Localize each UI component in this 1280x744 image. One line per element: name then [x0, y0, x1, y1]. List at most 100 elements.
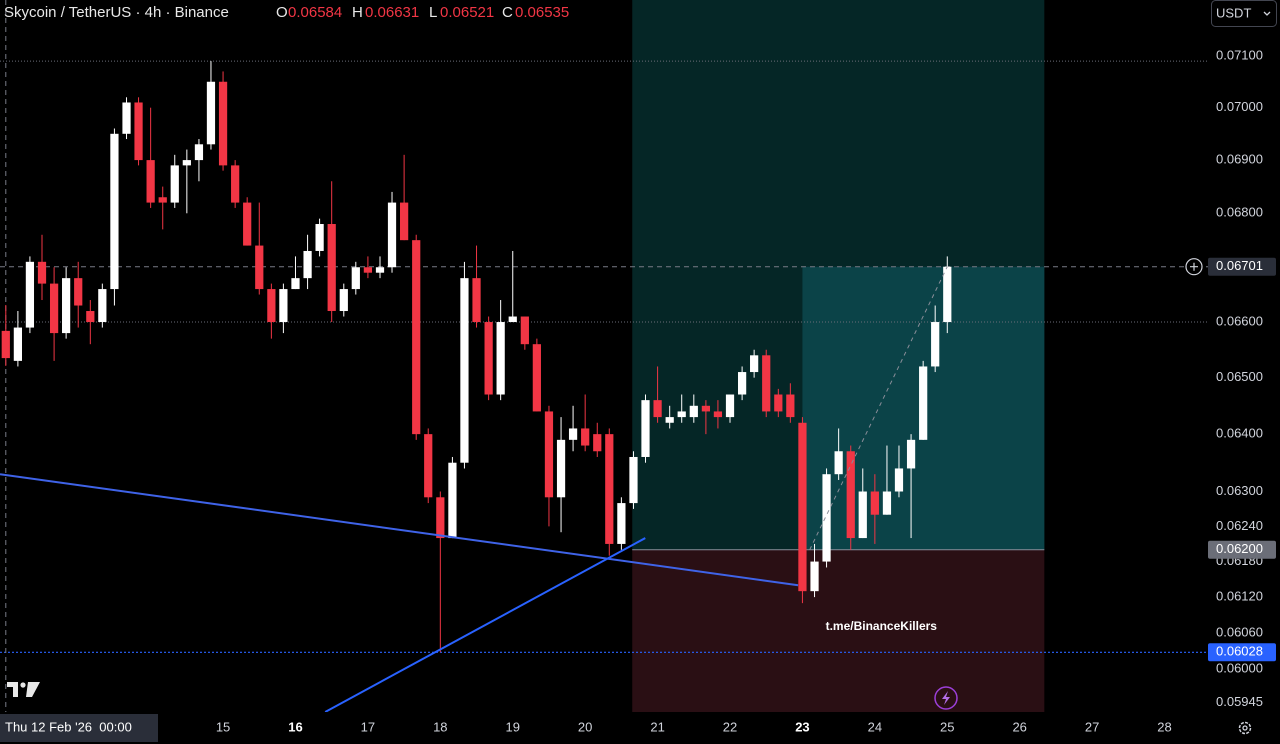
candle-body [496, 322, 505, 395]
settings-button[interactable] [1238, 721, 1252, 735]
candle-body [931, 322, 940, 367]
x-tick-label: 15 [216, 719, 230, 734]
icon-ring[interactable] [934, 686, 958, 710]
candle-body [62, 278, 71, 334]
candle-body [906, 439, 916, 469]
support-price-tag-bg [1208, 643, 1276, 662]
candle-body [472, 278, 481, 323]
y-tick-label: 0.06000 [1216, 661, 1263, 676]
candle-body [98, 289, 107, 323]
candle-body [375, 267, 385, 273]
candle-body [243, 202, 252, 246]
candle-body [291, 278, 300, 290]
candle-body [919, 366, 928, 440]
candle-body [387, 202, 397, 268]
add-alert-button[interactable] [1185, 258, 1203, 276]
x-tick-label: 20 [578, 719, 592, 734]
candle-body [327, 224, 336, 312]
x-tick-label: 22 [723, 719, 737, 734]
candle-body [110, 133, 119, 290]
candle-body [798, 422, 807, 592]
candle-body [436, 497, 445, 539]
candle-body [713, 411, 723, 418]
x-tick-label: 26 [1012, 719, 1026, 734]
x-tick-label: 16 [288, 719, 302, 734]
entry-price-tag: 0.06200 [1216, 541, 1263, 556]
candle-body [593, 434, 602, 452]
ohlc-value: 0.06535 [515, 4, 569, 21]
candle-body [653, 400, 662, 418]
ohlc-label: H [352, 4, 363, 21]
candle-body [774, 394, 783, 412]
y-axis-bg [1208, 0, 1280, 712]
candle-body [363, 267, 373, 273]
chevron-icon[interactable] [1263, 11, 1271, 16]
candle-body [762, 355, 771, 412]
candle-body [231, 165, 240, 203]
plus-icon[interactable] [1190, 262, 1198, 271]
candle-body [894, 468, 904, 492]
candle-body [520, 316, 529, 345]
y-tick-label: 0.06900 [1216, 152, 1263, 167]
candle-body [134, 102, 143, 161]
x-tick-label: 24 [868, 719, 882, 734]
gear-hub[interactable] [1242, 725, 1248, 731]
candle-body [858, 491, 867, 539]
candle-body [255, 245, 264, 290]
y-tick-label: 0.06500 [1216, 369, 1263, 384]
ohlc-value: 0.06631 [365, 4, 419, 21]
watermark: t.me/BinanceKillers [826, 619, 938, 633]
y-tick-label: 0.06800 [1216, 205, 1263, 220]
candle-body [689, 405, 698, 418]
candle-body [303, 250, 312, 279]
candle-body [677, 411, 686, 418]
candle-body [544, 411, 554, 498]
candle-body [737, 372, 747, 395]
candle-body [725, 394, 735, 418]
y-tick-label: 0.07000 [1216, 99, 1263, 114]
x-tick-label: 28 [1157, 719, 1171, 734]
candle-body [49, 283, 59, 334]
currency-dropdown[interactable]: USDT [1211, 0, 1277, 27]
candle-body [25, 261, 35, 328]
currency-label[interactable]: USDT [1216, 5, 1251, 20]
support-price-tag: 0.06028 [1216, 644, 1263, 659]
candle-body [74, 278, 83, 306]
trend-line [324, 537, 646, 713]
candle-body [581, 428, 590, 446]
candle-body [424, 434, 433, 498]
candle-body [822, 474, 831, 562]
candle-body [617, 503, 626, 544]
x-tick-label: 27 [1085, 719, 1099, 734]
y-tick-label: 0.06600 [1216, 313, 1263, 328]
candle-body [158, 197, 167, 203]
candle-body [532, 344, 541, 412]
candle-body [846, 451, 855, 539]
x-tick-label: 17 [361, 719, 375, 734]
candles [1, 61, 952, 653]
ohlc-label: C [502, 4, 513, 21]
dropdown-box[interactable] [1211, 0, 1277, 27]
ohlc-value: 0.06521 [440, 4, 494, 21]
candle-body [339, 289, 348, 312]
candle-body [1, 330, 10, 359]
candle-body [351, 267, 360, 290]
candle-body [279, 289, 288, 323]
ohlc-label: L [429, 4, 437, 21]
current-price-tag-bg [1208, 257, 1276, 276]
bolt[interactable] [942, 691, 950, 705]
ohlc-value: 0.06584 [288, 4, 342, 21]
gear-ring[interactable] [1238, 721, 1252, 735]
candle-body [834, 451, 843, 475]
candle-body [86, 311, 95, 323]
x-tick-label: 25 [940, 719, 954, 734]
y-tick-label: 0.06300 [1216, 483, 1263, 498]
alert-icon[interactable] [934, 686, 958, 710]
candle-body [641, 400, 650, 457]
candle-body [182, 160, 191, 166]
chart-title: Skycoin / TetherUS · 4h · Binance [4, 4, 229, 21]
candle-body [37, 261, 47, 284]
candle-body [170, 165, 179, 203]
